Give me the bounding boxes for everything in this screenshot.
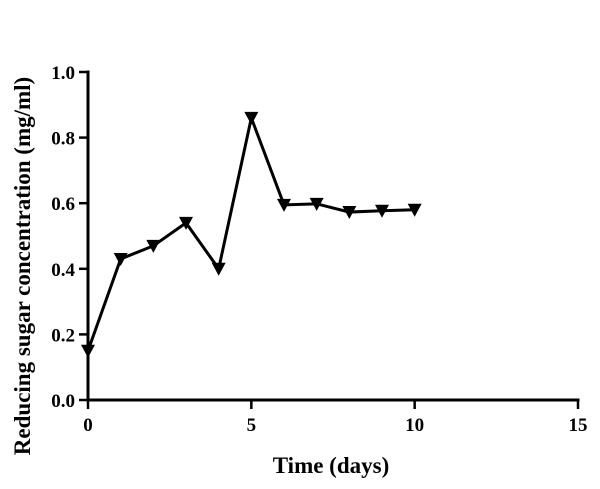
x-tick-label: 0 [83,415,93,436]
y-tick-label: 0.6 [51,194,75,215]
data-point [342,206,357,220]
data-point [146,239,161,253]
y-axis-title: Reducing sugar concentration (mg/ml) [10,77,35,455]
data-point [375,204,389,218]
y-tick-label: 0.2 [51,325,75,346]
y-tick-label: 0.8 [51,129,75,150]
y-tick-label: 1.0 [51,63,75,84]
x-axis-title: Time (days) [273,453,390,478]
data-point [211,262,226,276]
x-tick-label: 10 [405,415,424,436]
x-tick-label: 15 [569,415,588,436]
x-ticks: 0 5 10 15 [83,400,588,436]
series-line [86,112,415,352]
y-tick-label: 0.0 [51,391,75,412]
data-point [407,203,422,217]
data-point [277,198,291,212]
data-point [113,252,128,266]
y-tick-label: 0.4 [51,260,75,281]
data-point [244,111,259,125]
data-point [81,344,95,358]
data-point [309,197,324,211]
data-point [179,216,193,230]
y-ticks: 0.0 0.2 0.4 0.6 0.8 1.0 [51,63,88,412]
x-tick-label: 5 [247,415,257,436]
series [81,111,422,358]
axes [86,70,580,402]
